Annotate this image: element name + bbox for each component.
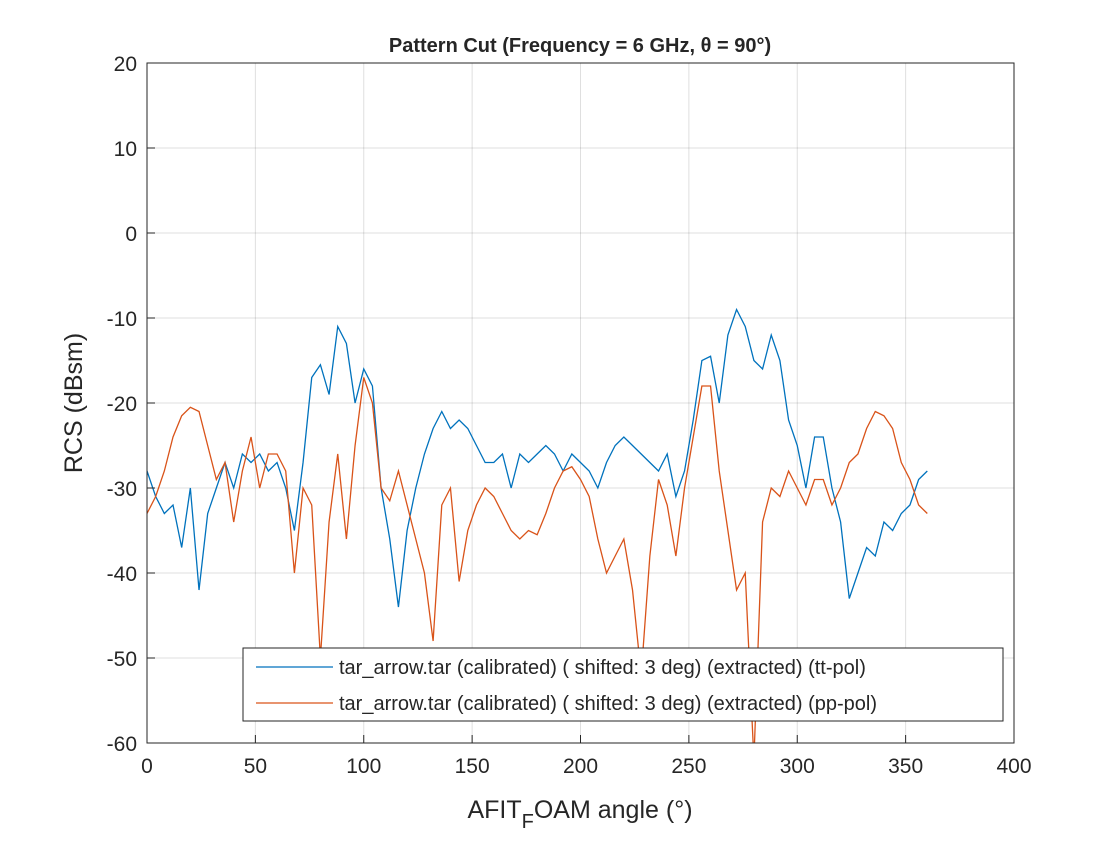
y-axis-label: RCS (dBsm) [60,333,88,473]
y-tick-label: -10 [107,308,137,331]
y-tick-label: -50 [107,648,137,671]
legend: tar_arrow.tar (calibrated) ( shifted: 3 … [242,647,1004,722]
x-tick-label: 0 [141,755,153,778]
x-label-part: AFIT [467,796,521,824]
legend-box [242,647,1004,722]
series-line [147,377,928,743]
ticks: 0 50 100 150 200 250 300 350 400-60-50-40-30-20-… [107,53,1032,778]
series-line [147,307,928,608]
x-tick-label: 400 [996,755,1031,778]
x-tick-label: 100 [346,755,381,778]
legend-label: tar_arrow.tar (calibrated) ( shifted: 3 … [339,693,877,715]
y-tick-label: -40 [107,563,137,586]
x-label-subscript: F [522,811,534,833]
x-tick-label: 300 [780,755,815,778]
x-tick-label: 250 [671,755,706,778]
y-tick-label: -60 [107,733,137,756]
x-tick-label: 50 [244,755,267,778]
x-axis-label: AFITFOAM angle (°) [467,796,692,833]
y-tick-label: -20 [107,393,137,416]
y-tick-label: 0 [125,223,137,246]
plot-area [147,63,1014,743]
chart-title: Pattern Cut (Frequency = 6 GHz, θ = 90°) [389,35,771,57]
y-tick-label: 10 [114,138,137,161]
lines [147,307,928,743]
x-label-part: OAM angle (°) [534,796,693,824]
y-tick-label: 20 [114,53,137,76]
y-tick-label: -30 [107,478,137,501]
x-tick-label: 200 [563,755,598,778]
x-tick-label: 350 [888,755,923,778]
x-tick-label: 150 [455,755,490,778]
legend-label: tar_arrow.tar (calibrated) ( shifted: 3 … [339,657,866,679]
